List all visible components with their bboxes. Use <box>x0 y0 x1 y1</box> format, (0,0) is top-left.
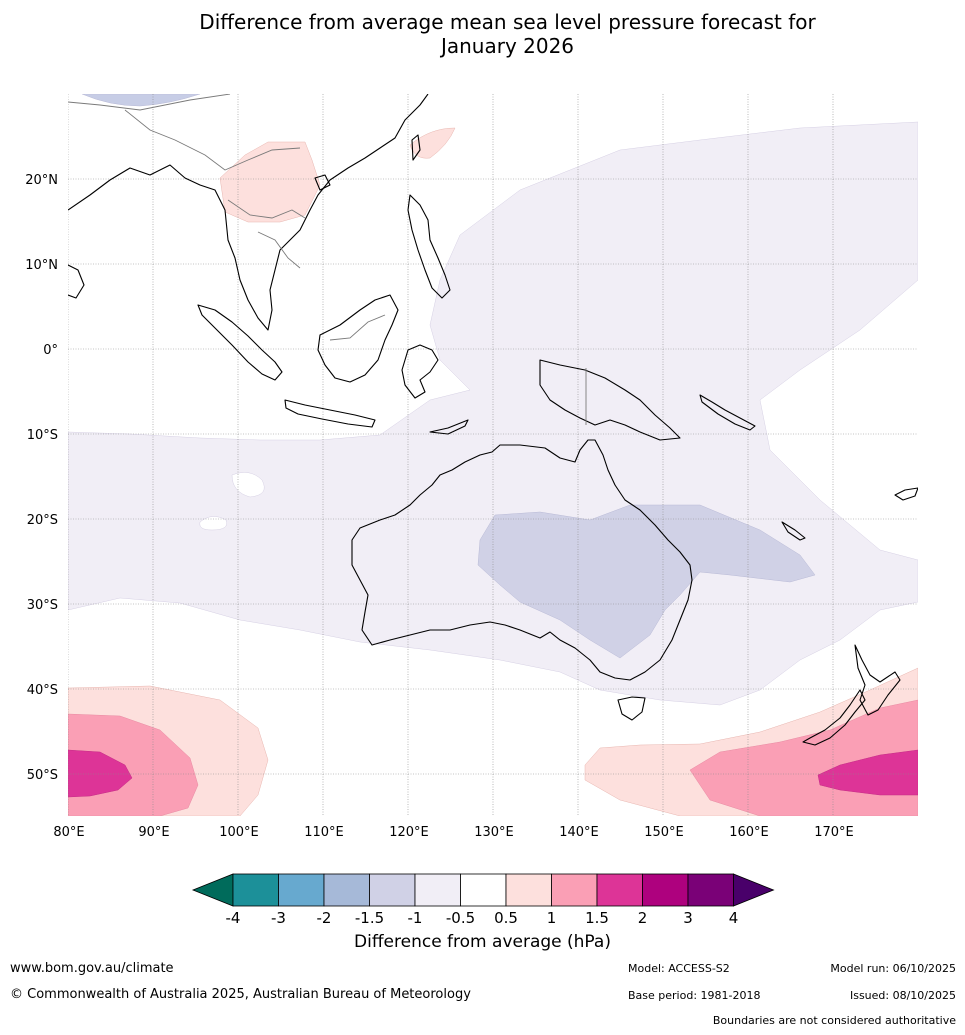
new-caledonia-coastline <box>781 521 806 541</box>
australia-coastline <box>351 439 693 681</box>
lat-label: 10°N <box>25 258 58 273</box>
lon-label: 130°E <box>474 825 514 840</box>
anomaly-region-neg-1-north <box>81 94 201 107</box>
blank-hole-west <box>199 516 227 531</box>
lat-label: 20°N <box>25 173 58 188</box>
new-guinea-coastline <box>539 359 681 441</box>
tasmania-coastline <box>617 696 646 721</box>
colorbar-tick-label: -1.5 <box>355 909 384 927</box>
colorbar-bin <box>687 873 734 907</box>
sulawesi-coastline <box>401 344 439 399</box>
lat-label: 50°S <box>27 768 58 783</box>
lat-label: 20°S <box>27 513 58 528</box>
lon-label: 160°E <box>729 825 769 840</box>
chart-title: Difference from average mean sea level p… <box>0 10 965 58</box>
coastlines <box>68 94 918 746</box>
colorbar-bin <box>414 873 461 907</box>
base-period-text: Base period: 1981-2018 <box>628 989 761 1002</box>
colorbar: -4 -3 -2 -1.5 -1 -0.5 0.5 1 1.5 2 3 4 <box>191 873 775 927</box>
graticule <box>68 94 918 816</box>
lon-label: 120°E <box>389 825 429 840</box>
solomon-islands-coastline <box>699 394 756 431</box>
title-line-1: Difference from average mean sea level p… <box>199 10 816 34</box>
colorbar-bin <box>505 873 552 907</box>
lon-label: 140°E <box>559 825 599 840</box>
colorbar-tick-label: -4 <box>226 909 241 927</box>
colorbar-tick-label: 1.5 <box>585 909 609 927</box>
anomaly-region-neg-1 <box>477 504 816 659</box>
colorbar-tick-label: 4 <box>729 909 739 927</box>
colorbar-tick-label: -3 <box>271 909 286 927</box>
website-link[interactable]: www.bom.gov.au/climate <box>10 961 174 976</box>
anomaly-region-pos-0.5-taiwan <box>409 127 456 159</box>
philippines-coastline <box>407 194 451 299</box>
taiwan-coastline <box>411 134 421 161</box>
anomaly-region-pos-1.5-sw <box>68 749 133 798</box>
colorbar-bin <box>232 873 279 907</box>
lon-label: 90°E <box>138 825 169 840</box>
lon-label: 100°E <box>219 825 259 840</box>
colorbar-bin <box>323 873 370 907</box>
disclaimer-text: Boundaries are not considered authoritat… <box>712 1014 956 1027</box>
colorbar-tick-label: 2 <box>638 909 648 927</box>
lat-label: 30°S <box>27 598 58 613</box>
model-run-text: Model run: 06/10/2025 <box>830 962 956 975</box>
colorbar-bin <box>596 873 643 907</box>
lat-label: 40°S <box>27 683 58 698</box>
colorbar-tick-label: 0.5 <box>494 909 518 927</box>
model-text: Model: ACCESS-S2 <box>628 962 730 975</box>
colorbar-bin <box>369 873 416 907</box>
colorbar-bin <box>278 873 325 907</box>
java-coastline <box>284 399 376 428</box>
title-line-2: January 2026 <box>440 34 575 58</box>
india-coastline <box>68 264 85 299</box>
sumatra-coastline <box>197 304 283 381</box>
colorbar-tick-label: -0.5 <box>446 909 475 927</box>
map-area <box>68 94 918 816</box>
blank-hole-indian <box>231 472 265 498</box>
lon-label: 110°E <box>304 825 344 840</box>
anomaly-region-pos-1.5-se <box>817 749 918 796</box>
copyright-text: © Commonwealth of Australia 2025, Austra… <box>10 987 471 1002</box>
lat-label: 10°S <box>27 428 58 443</box>
country-borders <box>68 94 587 425</box>
colorbar-tick-label: -2 <box>317 909 332 927</box>
latitude-labels: 20°N 10°N 0° 10°S 20°S 30°S 40°S 50°S <box>25 173 58 783</box>
colorbar-extend-max <box>733 873 775 907</box>
colorbar-bin <box>551 873 598 907</box>
colorbar-tick-label: -1 <box>408 909 423 927</box>
lon-label: 170°E <box>814 825 854 840</box>
lon-label: 80°E <box>53 825 84 840</box>
colorbar-tick-label: 1 <box>547 909 557 927</box>
colorbar-bin <box>460 873 507 907</box>
fiji-coastline <box>894 487 918 501</box>
colorbar-tick-label: 3 <box>683 909 693 927</box>
colorbar-title: Difference from average (hPa) <box>354 932 611 952</box>
nz-north-island-coastline <box>854 644 901 716</box>
colorbar-bin <box>642 873 689 907</box>
lon-label: 150°E <box>644 825 684 840</box>
colorbar-extend-min <box>191 873 234 907</box>
longitude-labels: 80°E 90°E 100°E 110°E 120°E 130°E 140°E … <box>53 825 853 840</box>
timor-coastline <box>429 419 469 435</box>
borneo-coastline <box>317 294 399 383</box>
nz-south-island-coastline <box>802 689 866 746</box>
lat-label: 0° <box>43 343 58 358</box>
hainan-coastline <box>314 174 331 191</box>
asia-coastline <box>68 94 429 331</box>
issued-text: Issued: 08/10/2025 <box>849 989 956 1002</box>
anomaly-region-pos-0.5-asia <box>219 141 321 223</box>
